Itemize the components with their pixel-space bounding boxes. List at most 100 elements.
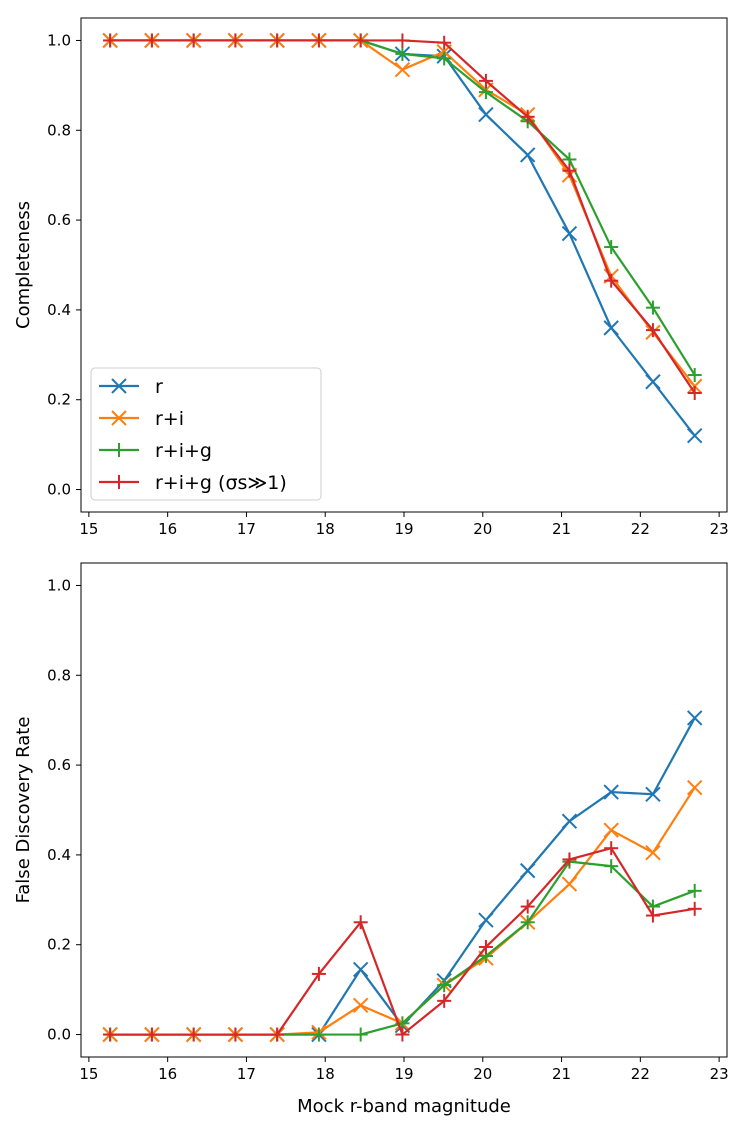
- series-r-i: [102, 32, 703, 394]
- legend-label: r: [155, 376, 163, 398]
- data-point: [270, 33, 285, 48]
- x-axis: 15 16 17 18 19 20 21 22 23: [79, 512, 729, 538]
- data-point: [228, 1027, 243, 1042]
- data-point: [311, 33, 326, 48]
- series-layer: [102, 32, 703, 444]
- data-point: [311, 1027, 326, 1042]
- data-point: [645, 908, 660, 923]
- legend-marker: [112, 443, 126, 457]
- y-tick-label: 0.8: [47, 121, 71, 139]
- series-layer: [102, 710, 703, 1043]
- y-tick-label: 0.2: [47, 391, 71, 409]
- data-point: [186, 33, 201, 48]
- data-point: [186, 1027, 201, 1042]
- x-tick-label: 15: [79, 520, 98, 538]
- data-point: [437, 51, 452, 66]
- data-point: [604, 841, 619, 856]
- data-point: [353, 915, 368, 930]
- data-point: [562, 852, 577, 867]
- x-tick-label: 16: [158, 520, 177, 538]
- data-point: [144, 1027, 159, 1042]
- legend-label: r+i+g: [155, 440, 212, 462]
- y-tick-label: 0.6: [47, 211, 71, 229]
- x-tick-label: 15: [79, 1065, 98, 1083]
- data-point: [478, 106, 494, 123]
- series-line: [110, 39, 696, 387]
- completeness-chart: 15 16 17 18 19 20 21 22 23 0.0 0.2 0.4 0.6 0.8 1.0 Co…: [13, 17, 729, 538]
- series-r: [102, 710, 703, 1043]
- data-point: [561, 876, 578, 892]
- data-point: [604, 859, 619, 874]
- data-point: [645, 786, 661, 802]
- data-point: [478, 73, 493, 88]
- series-r-i-g-s: [103, 841, 702, 1042]
- data-point: [604, 240, 619, 255]
- data-point: [686, 427, 703, 444]
- y-tick-label: 0.2: [47, 936, 71, 954]
- y-tick-label: 1.0: [47, 576, 71, 594]
- y-axis: 0.0 0.2 0.4 0.6 0.8 1.0: [47, 576, 81, 1044]
- series-r-i-g-s: [103, 33, 702, 400]
- data-point: [687, 368, 702, 383]
- series-r-i: [102, 779, 703, 1043]
- legend-frame: [90, 367, 322, 501]
- y-tick-label: 0.0: [47, 1026, 71, 1044]
- data-point: [395, 46, 410, 61]
- data-point: [561, 813, 578, 829]
- false-discovery-rate-chart: 15 16 17 18 19 20 21 22 23 0.0 0.2 0.4 0.6 0.8 1.0 Fa…: [13, 562, 729, 1117]
- data-point: [687, 901, 702, 916]
- data-point: [437, 993, 452, 1008]
- y-axis-label: False Discovery Rate: [13, 717, 34, 904]
- series-r-i-g: [103, 854, 702, 1042]
- data-point: [686, 710, 703, 726]
- data-point: [144, 33, 159, 48]
- y-tick-label: 0.4: [47, 301, 71, 319]
- x-tick-label: 19: [394, 520, 413, 538]
- x-tick-label: 23: [710, 1065, 729, 1083]
- series-line: [110, 786, 696, 1036]
- data-point: [603, 784, 619, 800]
- legend-entry: r+i: [99, 408, 184, 430]
- data-point: [395, 1027, 410, 1042]
- x-tick-label: 21: [552, 1065, 571, 1083]
- data-point: [687, 883, 702, 898]
- data-point: [437, 35, 452, 50]
- x-tick-label: 18: [316, 520, 335, 538]
- data-point: [228, 33, 243, 48]
- data-point: [352, 997, 369, 1014]
- data-point: [103, 33, 118, 48]
- data-point: [519, 147, 536, 163]
- data-point: [311, 966, 326, 981]
- data-point: [645, 844, 661, 861]
- data-point: [395, 33, 410, 48]
- data-point: [562, 163, 577, 178]
- data-point: [270, 1027, 285, 1042]
- x-tick-label: 17: [237, 1065, 256, 1083]
- series-line: [110, 847, 695, 1036]
- series-line: [110, 860, 696, 1036]
- data-point: [520, 109, 535, 124]
- data-point: [519, 862, 536, 879]
- x-tick-label: 19: [394, 1065, 413, 1083]
- legend-marker: [112, 475, 126, 489]
- data-point: [520, 915, 535, 930]
- x-tick-label: 22: [631, 520, 650, 538]
- legend-marker: [111, 378, 127, 394]
- y-axis: 0.0 0.2 0.4 0.6 0.8 1.0: [47, 31, 81, 499]
- data-point: [353, 1027, 368, 1042]
- data-point: [394, 61, 411, 78]
- data-point: [645, 300, 660, 315]
- x-tick-label: 18: [316, 1065, 335, 1083]
- data-point: [353, 33, 368, 48]
- data-point: [437, 978, 452, 993]
- legend-entry: r+i+g (σs≫1): [99, 472, 287, 494]
- data-point: [687, 385, 702, 400]
- data-point: [103, 1027, 118, 1042]
- plot-frame: [80, 562, 728, 1058]
- x-tick-label: 21: [552, 520, 571, 538]
- data-point: [352, 961, 369, 978]
- y-axis-label: Completeness: [13, 201, 34, 329]
- y-tick-label: 0.6: [47, 756, 71, 774]
- x-tick-label: 17: [237, 520, 256, 538]
- y-tick-label: 1.0: [47, 31, 71, 49]
